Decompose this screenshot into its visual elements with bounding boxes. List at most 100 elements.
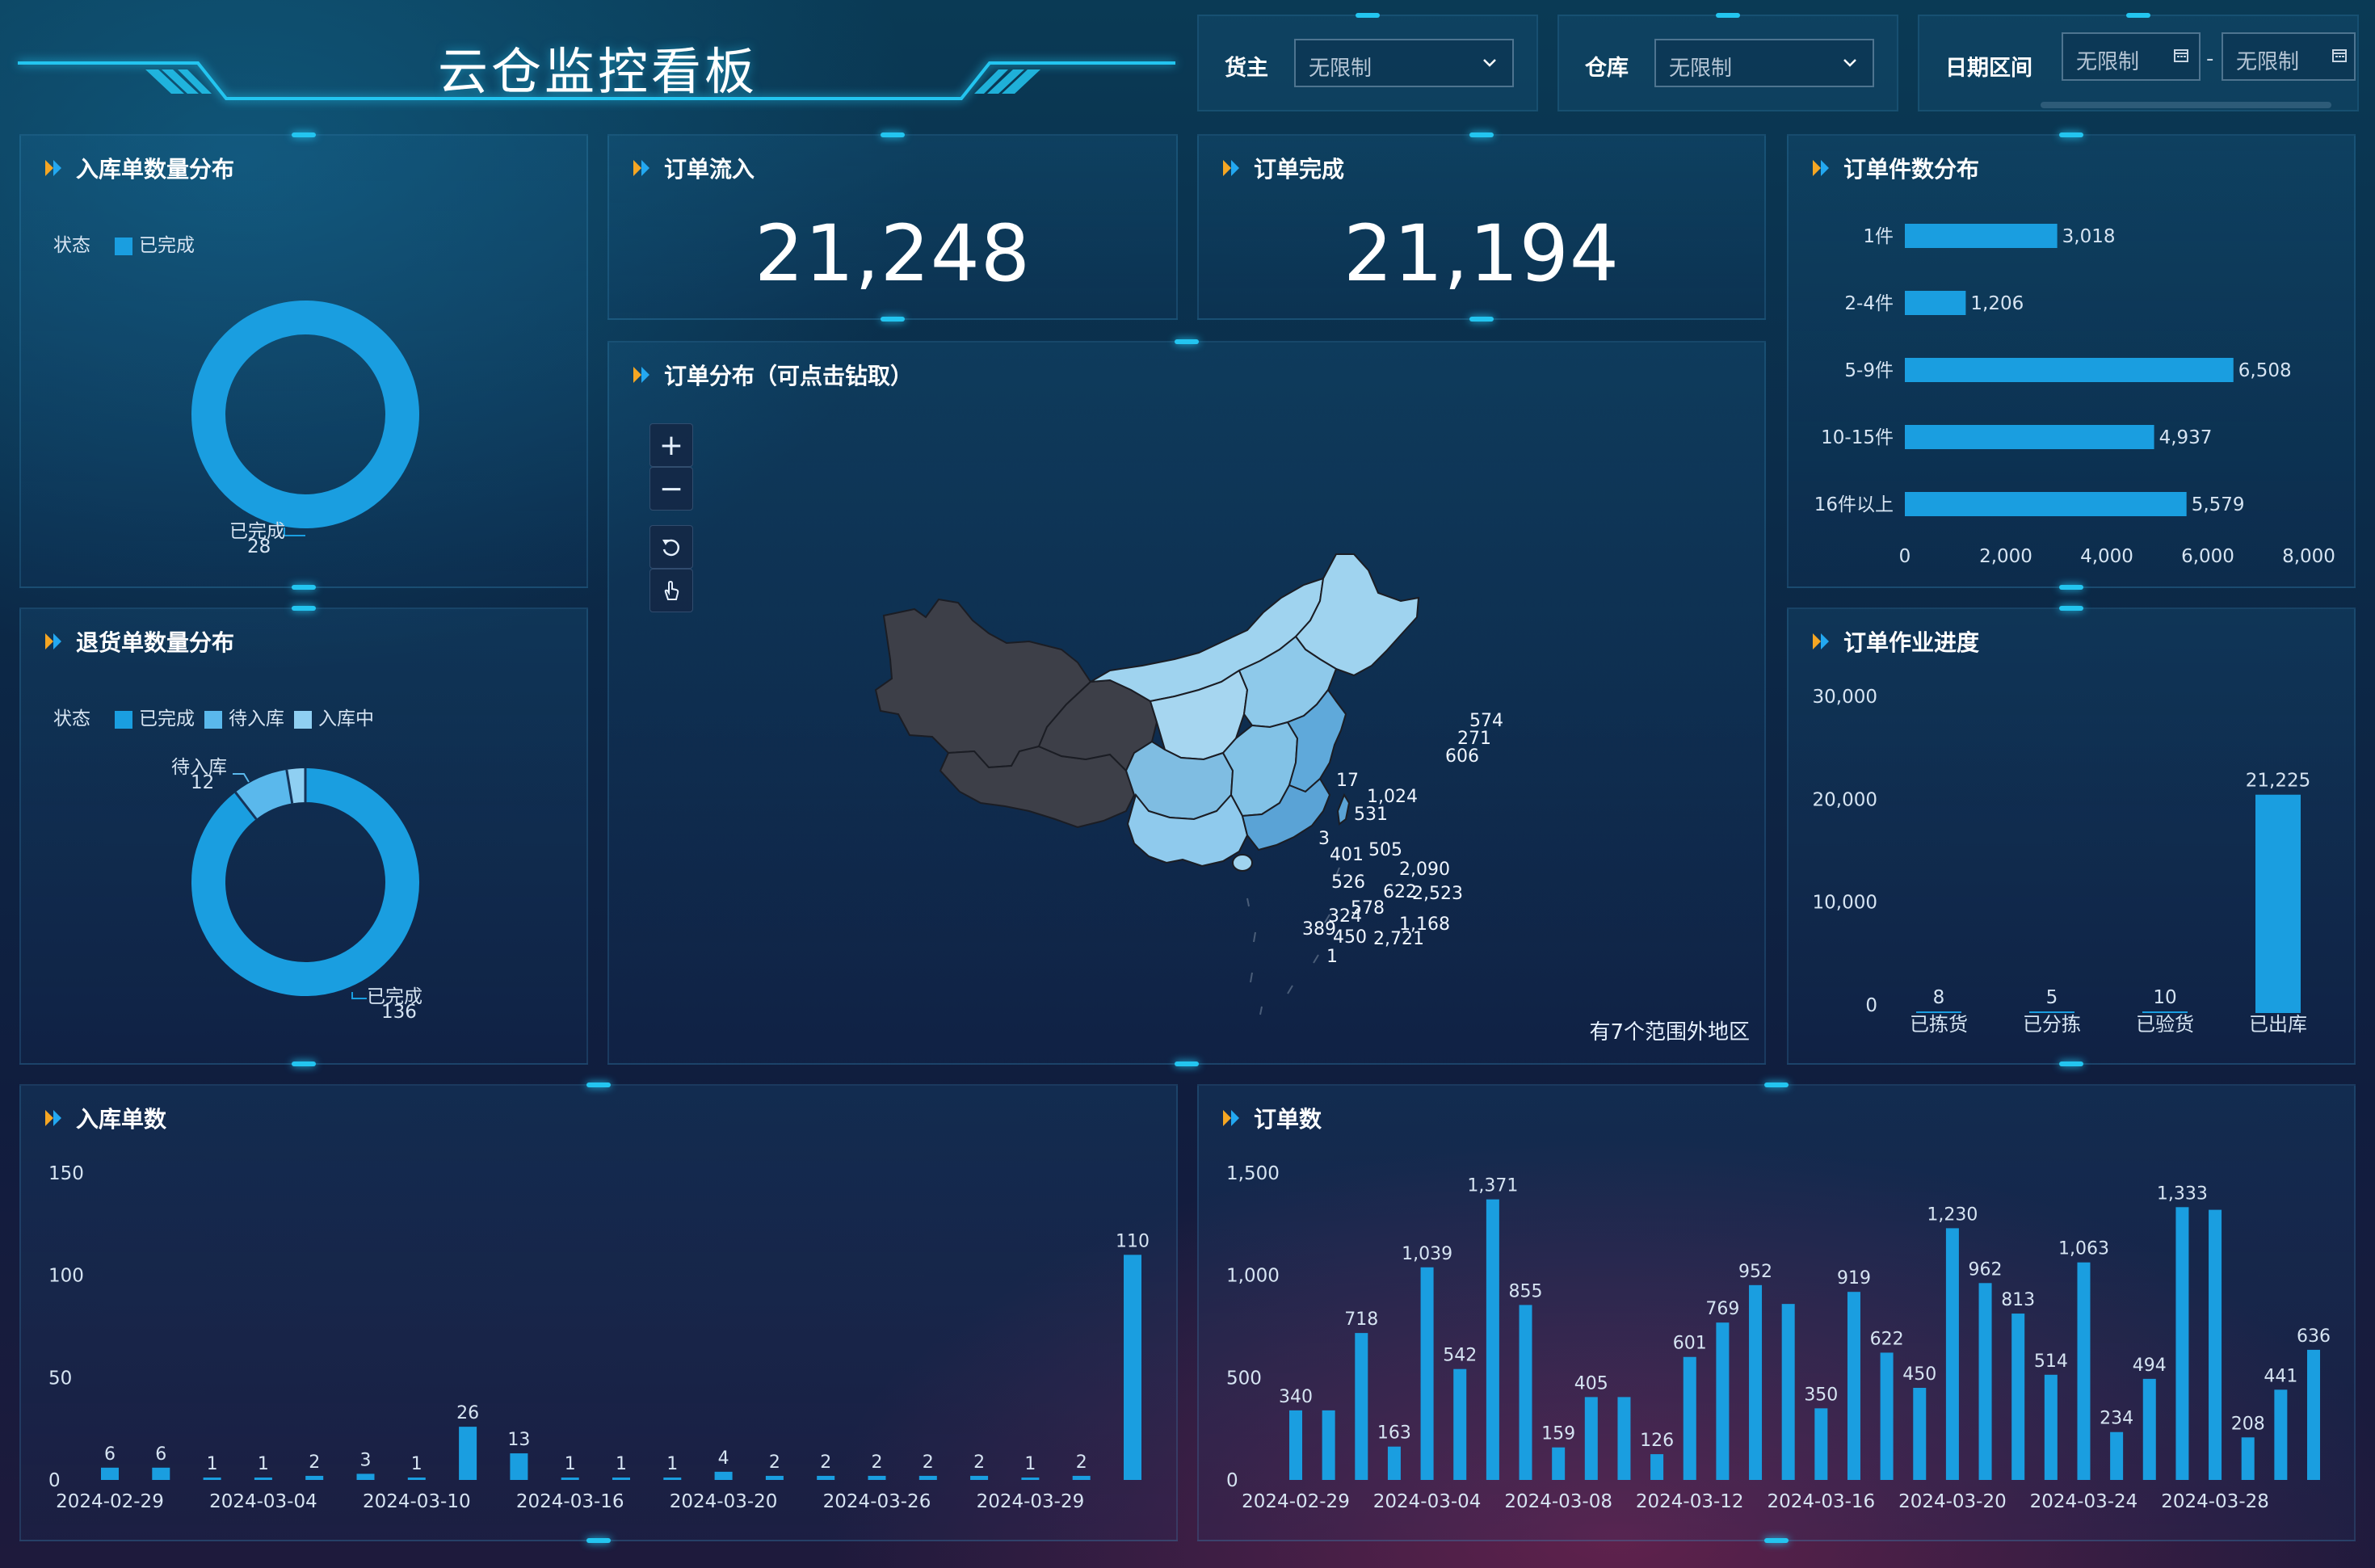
bar[interactable]	[152, 1467, 170, 1480]
x-tick-label: 2024-02-29	[56, 1491, 164, 1512]
chevron-down-icon	[1843, 59, 1856, 67]
bar[interactable]	[2142, 1011, 2188, 1013]
bar[interactable]	[1355, 1333, 1368, 1480]
bar[interactable]	[2255, 794, 2301, 1013]
zoom-out-button[interactable]: −	[649, 467, 693, 511]
bar[interactable]	[918, 1475, 937, 1480]
x-tick-label: 6,000	[2181, 546, 2234, 567]
bar[interactable]	[2011, 1314, 2025, 1480]
bar[interactable]	[254, 1478, 272, 1480]
donut-slice-completed[interactable]	[191, 301, 419, 528]
date-scrollbar[interactable]	[2041, 102, 2331, 108]
bar[interactable]	[1617, 1397, 1631, 1480]
date-start-input[interactable]: 无限制	[2062, 32, 2201, 81]
bar[interactable]	[2241, 1437, 2255, 1480]
map-region-taiwan[interactable]	[1336, 792, 1351, 826]
donut-slice[interactable]	[235, 769, 293, 820]
bar[interactable]	[1905, 291, 1966, 315]
bar[interactable]	[2307, 1349, 2320, 1480]
donut-label-bottom-name: 已完成	[367, 986, 422, 1007]
legend-item[interactable]: 已完成	[115, 703, 195, 730]
legend-swatch	[115, 710, 132, 729]
reset-button[interactable]	[649, 525, 693, 569]
donut-label-bottom-value: 136	[381, 1002, 417, 1023]
bar[interactable]	[459, 1427, 477, 1480]
bar[interactable]	[2044, 1374, 2058, 1480]
bar[interactable]	[1814, 1408, 1828, 1480]
bar[interactable]	[1905, 358, 2234, 382]
bar[interactable]	[1781, 1304, 1795, 1480]
bar[interactable]	[1945, 1228, 1959, 1480]
bar[interactable]	[1021, 1478, 1040, 1480]
bar[interactable]	[1289, 1410, 1302, 1480]
donut-slice[interactable]	[286, 768, 306, 804]
x-tick-label: 2024-03-12	[1636, 1491, 1744, 1512]
bar[interactable]	[407, 1478, 426, 1480]
bar[interactable]	[1650, 1454, 1664, 1480]
bar[interactable]	[1916, 1011, 1961, 1013]
map-region-east-coast[interactable]	[1286, 688, 1347, 793]
legend-item[interactable]: 入库中	[294, 703, 374, 730]
bar[interactable]	[817, 1475, 835, 1480]
bar[interactable]	[2142, 1378, 2156, 1480]
bar[interactable]	[2110, 1431, 2124, 1480]
bar[interactable]	[765, 1475, 784, 1480]
double-arrow-icon	[633, 367, 649, 383]
bar[interactable]	[1552, 1447, 1566, 1480]
bar[interactable]	[1387, 1446, 1401, 1480]
map-region-southwest[interactable]	[1126, 792, 1249, 868]
bar[interactable]	[1880, 1352, 1894, 1480]
bar-value-label: 1	[258, 1454, 269, 1474]
date-filter-label: 日期区间	[1945, 56, 2032, 81]
date-separator: -	[2206, 47, 2214, 71]
date-end-input[interactable]: 无限制	[2222, 32, 2356, 81]
bar[interactable]	[561, 1478, 579, 1480]
bar[interactable]	[203, 1478, 221, 1480]
bar[interactable]	[1847, 1292, 1860, 1480]
bar[interactable]	[1716, 1322, 1730, 1480]
bar[interactable]	[663, 1478, 682, 1480]
bar-value-label: 1	[207, 1454, 218, 1474]
bar[interactable]	[1584, 1397, 1598, 1480]
zoom-in-button[interactable]: +	[649, 423, 693, 467]
bar[interactable]	[2029, 1011, 2074, 1013]
bar[interactable]	[1913, 1388, 1927, 1480]
bar[interactable]	[1905, 492, 2187, 516]
bar[interactable]	[2209, 1209, 2222, 1480]
donut-label-name: 已完成	[229, 521, 285, 542]
bar[interactable]	[1905, 224, 2058, 248]
bar[interactable]	[1322, 1410, 1335, 1480]
bar[interactable]	[970, 1475, 989, 1480]
bar[interactable]	[1124, 1255, 1141, 1480]
bar[interactable]	[1683, 1356, 1696, 1480]
bar[interactable]	[1072, 1475, 1091, 1480]
owner-select[interactable]: 无限制	[1294, 39, 1514, 87]
warehouse-filter-label: 仓库	[1585, 56, 1629, 81]
bar[interactable]	[2175, 1207, 2189, 1480]
map-region-hainan[interactable]	[1232, 854, 1253, 872]
bar[interactable]	[1486, 1199, 1499, 1480]
china-map[interactable]	[609, 343, 1768, 1066]
bar[interactable]	[612, 1478, 630, 1480]
legend-item[interactable]: 已完成	[115, 229, 195, 257]
progress-bar-chart: 0 10,000 20,000 30,000 8 已拣货 5 已分拣 10 已验货 21,225 已出…	[1813, 687, 2311, 1036]
donut-slice[interactable]	[191, 768, 419, 996]
bar[interactable]	[1905, 425, 2154, 449]
map-region-south[interactable]	[1241, 777, 1331, 851]
bar[interactable]	[1453, 1368, 1467, 1480]
bar[interactable]	[1519, 1305, 1532, 1480]
bar[interactable]	[305, 1475, 324, 1480]
bar[interactable]	[868, 1475, 886, 1480]
warehouse-select[interactable]: 无限制	[1654, 39, 1874, 87]
bar[interactable]	[714, 1471, 733, 1480]
bar[interactable]	[356, 1473, 375, 1480]
legend-item[interactable]: 待入库	[204, 703, 284, 730]
bar[interactable]	[2274, 1389, 2288, 1480]
bar[interactable]	[2077, 1262, 2091, 1480]
bar[interactable]	[1978, 1283, 1992, 1480]
bar[interactable]	[1420, 1267, 1434, 1480]
pan-button[interactable]	[649, 569, 693, 612]
bar[interactable]	[101, 1467, 119, 1480]
bar[interactable]	[510, 1453, 528, 1480]
bar[interactable]	[1749, 1284, 1763, 1480]
